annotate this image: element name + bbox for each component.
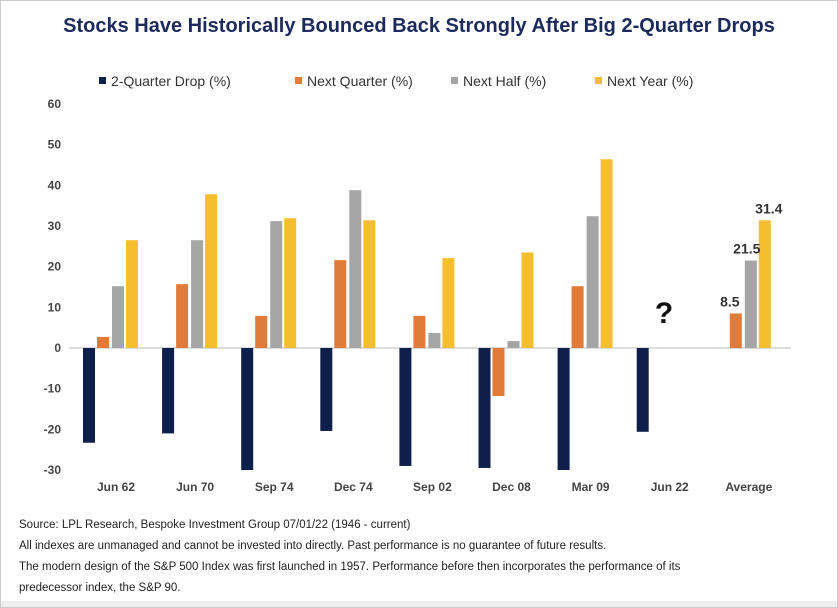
x-tick-label: Sep 02	[413, 480, 452, 494]
legend-label: Next Half (%)	[463, 73, 546, 89]
chart-title: Stocks Have Historically Bounced Back St…	[63, 15, 775, 37]
disclaimer: The modern design of the S&P 500 Index w…	[19, 561, 681, 573]
bar	[586, 216, 599, 348]
data-label: 8.5	[720, 293, 740, 309]
disclaimer: All indexes are unmanaged and cannot be …	[19, 540, 607, 552]
bar	[636, 348, 649, 432]
data-label: 31.4	[755, 200, 782, 216]
bar	[744, 260, 757, 348]
x-tick-label: Dec 08	[492, 480, 531, 494]
bar	[205, 194, 218, 348]
y-tick-label: -10	[44, 382, 62, 396]
bar	[442, 258, 455, 348]
legend-label: 2-Quarter Drop (%)	[111, 73, 231, 89]
bar	[191, 240, 204, 348]
legend-swatch	[295, 77, 302, 84]
bar	[97, 337, 109, 348]
bar	[176, 284, 189, 348]
bar	[241, 348, 254, 471]
bar	[255, 315, 268, 348]
bar	[349, 190, 362, 348]
bar	[112, 286, 124, 348]
bar	[571, 286, 584, 348]
y-tick-label: 40	[48, 178, 62, 192]
bar	[758, 220, 771, 348]
x-tick-label: Sep 74	[255, 480, 294, 494]
bar	[521, 252, 534, 348]
x-tick-label: Mar 09	[572, 480, 610, 494]
y-tick-label: 20	[48, 260, 62, 274]
bar	[557, 348, 570, 471]
bar	[428, 332, 441, 348]
legend-label: Next Year (%)	[607, 73, 693, 89]
bar	[270, 221, 283, 348]
data-label: 21.5	[733, 241, 760, 257]
y-tick-label: 60	[48, 97, 62, 111]
y-tick-label: 10	[48, 300, 62, 314]
legend-label: Next Quarter (%)	[307, 73, 413, 89]
x-tick-label: Average	[725, 480, 772, 494]
bar	[492, 348, 505, 396]
disclaimer: predecessor index, the S&P 90.	[19, 582, 181, 594]
bar	[284, 218, 297, 348]
y-tick-label: -30	[44, 463, 62, 477]
bar	[334, 260, 347, 348]
x-tick-label: Jun 70	[176, 480, 214, 494]
bar	[83, 348, 95, 443]
bar	[320, 348, 333, 431]
legend-swatch	[595, 77, 602, 84]
legend-swatch	[451, 77, 458, 84]
legend-swatch	[99, 77, 106, 84]
bar	[478, 348, 491, 468]
bar	[162, 348, 175, 434]
y-tick-label: -20	[44, 422, 62, 436]
question-mark-annotation: ?	[655, 297, 673, 330]
source-note: Source: LPL Research, Bespoke Investment…	[19, 519, 411, 531]
y-tick-label: 30	[48, 219, 62, 233]
bar	[399, 348, 412, 466]
bar-chart: 60 50 40 30 20 10 0 -10 -20 -30 2-Quarter Drop (%)…	[44, 73, 791, 494]
x-tick-label: Dec 74	[334, 480, 373, 494]
bar	[600, 159, 613, 348]
footer-notes: Source: LPL Research, Bespoke Investment…	[19, 515, 680, 599]
bar	[126, 240, 138, 348]
x-tick-label: Jun 22	[651, 480, 689, 494]
x-tick-label: Jun 62	[97, 480, 135, 494]
bar	[729, 313, 742, 348]
y-tick-label: 50	[48, 138, 62, 152]
bar	[413, 315, 426, 348]
bar	[363, 220, 376, 348]
bar	[507, 341, 520, 348]
bottom-bar	[1, 601, 837, 607]
y-tick-label: 0	[54, 341, 61, 355]
